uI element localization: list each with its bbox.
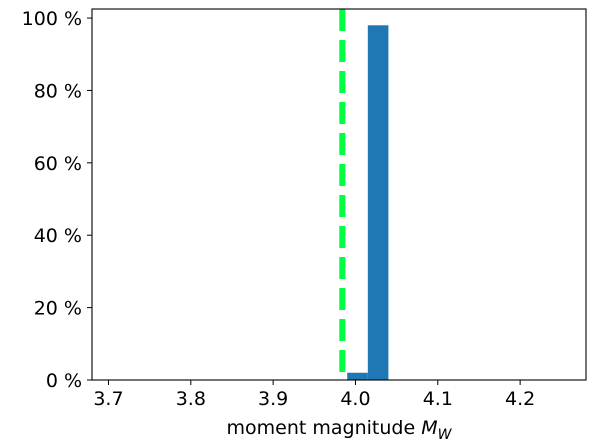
x-tick-label-2: 3.9 <box>258 388 288 410</box>
x-axis-ticks: 3.7 3.8 3.9 4.0 4.1 4.2 <box>93 380 535 410</box>
plot-frame <box>91 8 587 381</box>
y-tick-label-0: 0 % <box>46 370 82 392</box>
x-tick-label-3: 4.0 <box>340 388 370 410</box>
histogram-bars <box>347 25 389 380</box>
x-axis-label-text: moment magnitude <box>227 417 422 439</box>
x-tick-label-4: 4.1 <box>423 388 453 410</box>
y-tick-label-2: 40 % <box>34 225 82 247</box>
histogram-bar-0 <box>347 372 368 380</box>
y-tick-label-3: 60 % <box>34 153 82 175</box>
y-tick-label-1: 20 % <box>34 298 82 320</box>
x-axis-label-symbol: M <box>421 417 437 439</box>
x-axis-label-subscript: W <box>438 427 453 443</box>
histogram-bar-1 <box>367 25 389 380</box>
x-tick-label-0: 3.7 <box>93 388 123 410</box>
x-tick-label-1: 3.8 <box>176 388 206 410</box>
x-axis-label: moment magnitude MW <box>227 417 453 443</box>
y-tick-label-4: 80 % <box>34 80 82 102</box>
y-axis-ticks: 0 % 20 % 40 % 60 % 80 % 100 % <box>22 8 92 392</box>
x-tick-label-5: 4.2 <box>505 388 535 410</box>
y-tick-label-5: 100 % <box>22 8 82 30</box>
